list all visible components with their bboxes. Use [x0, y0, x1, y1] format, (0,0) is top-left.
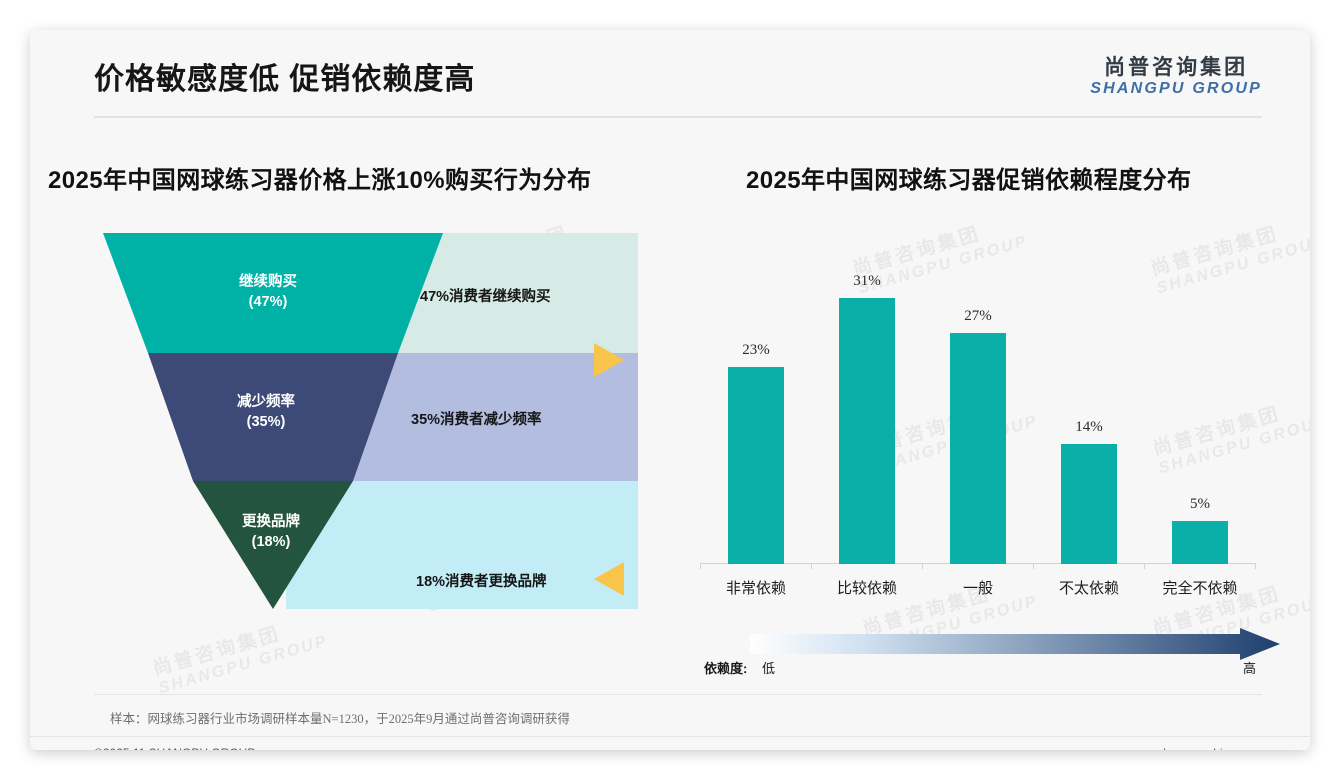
axis-tick	[922, 563, 923, 569]
funnel-stage-1-label: 继续购买 (47%)	[239, 274, 297, 310]
legend-low-label: 低	[762, 661, 776, 676]
funnel-chart: 继续购买 (47%) 减少频率 (35%) 更换品牌 (18%) 47%消费者继续购买…	[48, 225, 688, 645]
page-title: 价格敏感度低 促销依赖度高	[94, 63, 476, 96]
bar-value-label: 14%	[1075, 419, 1103, 435]
bar-column[interactable]: 14%	[1061, 419, 1117, 564]
legend-caption: 依赖度:	[704, 661, 748, 676]
funnel-stage-3-label: 更换品牌 (18%)	[242, 514, 300, 550]
bar-chart: 23% 31% 27% 14% 5% 非常依赖 比较依赖 一般 不太依赖 完全不…	[690, 225, 1290, 645]
slide-header: 价格敏感度低 促销依赖度高 尚普咨询集团 SHANGPU GROUP	[30, 30, 1310, 120]
footer-divider	[30, 736, 1310, 737]
copyright-text: ©2025.11 SHANGPU GROUP	[94, 746, 255, 750]
funnel-stage-3-description: 18%消费者更换品牌	[416, 574, 547, 590]
slide-card: 价格敏感度低 促销依赖度高 尚普咨询集团 SHANGPU GROUP 2025年…	[30, 30, 1310, 750]
marker-triangle-right	[594, 343, 624, 377]
bar-column[interactable]: 5%	[1172, 496, 1228, 564]
axis-tick	[1033, 563, 1034, 569]
legend-high-label: 高	[1242, 661, 1256, 676]
bar-column[interactable]: 31%	[839, 273, 895, 564]
marker-triangle-left	[594, 562, 624, 596]
sample-footnote: 样本：网球练习器行业市场调研样本量N=1230，于2025年9月通过尚普咨询调研…	[110, 712, 570, 726]
bar-rect[interactable]	[950, 333, 1006, 564]
axis-tick	[811, 563, 812, 569]
header-divider	[94, 116, 1262, 118]
left-chart-title: 2025年中国网球练习器价格上涨10%购买行为分布	[48, 167, 592, 194]
funnel-panel-3	[286, 481, 638, 609]
right-chart-title: 2025年中国网球练习器促销依赖程度分布	[746, 167, 1192, 194]
bar-value-label: 5%	[1190, 496, 1210, 512]
bar-category-label: 不太依赖	[1058, 580, 1119, 597]
website-link[interactable]: www.shangpu-china.com	[1129, 746, 1262, 750]
footnote-divider	[94, 694, 1262, 695]
bar-rect[interactable]	[1172, 521, 1228, 564]
bar-category-label: 比较依赖	[836, 580, 897, 597]
bar-category-label: 完全不依赖	[1162, 580, 1238, 597]
axis-tick	[700, 563, 701, 569]
brand-logo: 尚普咨询集团 SHANGPU GROUP	[1090, 56, 1262, 98]
bar-rect[interactable]	[728, 367, 784, 564]
bar-column[interactable]: 23%	[728, 342, 784, 564]
bar-category-label: 一般	[962, 580, 993, 597]
axis-tick	[1144, 563, 1145, 569]
gradient-arrow-icon	[750, 628, 1280, 660]
logo-chinese-text: 尚普咨询集团	[1104, 56, 1249, 79]
funnel-stage-2	[148, 353, 398, 481]
funnel-stage-2-label: 减少频率 (35%)	[237, 394, 295, 430]
bar-category-label: 非常依赖	[725, 580, 786, 597]
funnel-stage-1-description: 47%消费者继续购买	[420, 289, 551, 305]
funnel-stage-3	[193, 481, 353, 609]
bar-value-label: 27%	[964, 308, 992, 324]
logo-english-text: SHANGPU GROUP	[1090, 80, 1262, 98]
bar-rect[interactable]	[1061, 444, 1117, 564]
funnel-stage-1	[103, 233, 443, 353]
funnel-stage-2-description: 35%消费者减少频率	[411, 412, 542, 428]
dependency-gradient-legend: 依赖度: 低 高	[690, 628, 1290, 688]
axis-tick	[1255, 563, 1256, 569]
bar-column[interactable]: 27%	[950, 308, 1006, 564]
funnel-svg	[103, 233, 638, 609]
bar-rect[interactable]	[839, 298, 895, 564]
bar-value-label: 23%	[742, 342, 770, 358]
bar-value-label: 31%	[853, 273, 881, 289]
